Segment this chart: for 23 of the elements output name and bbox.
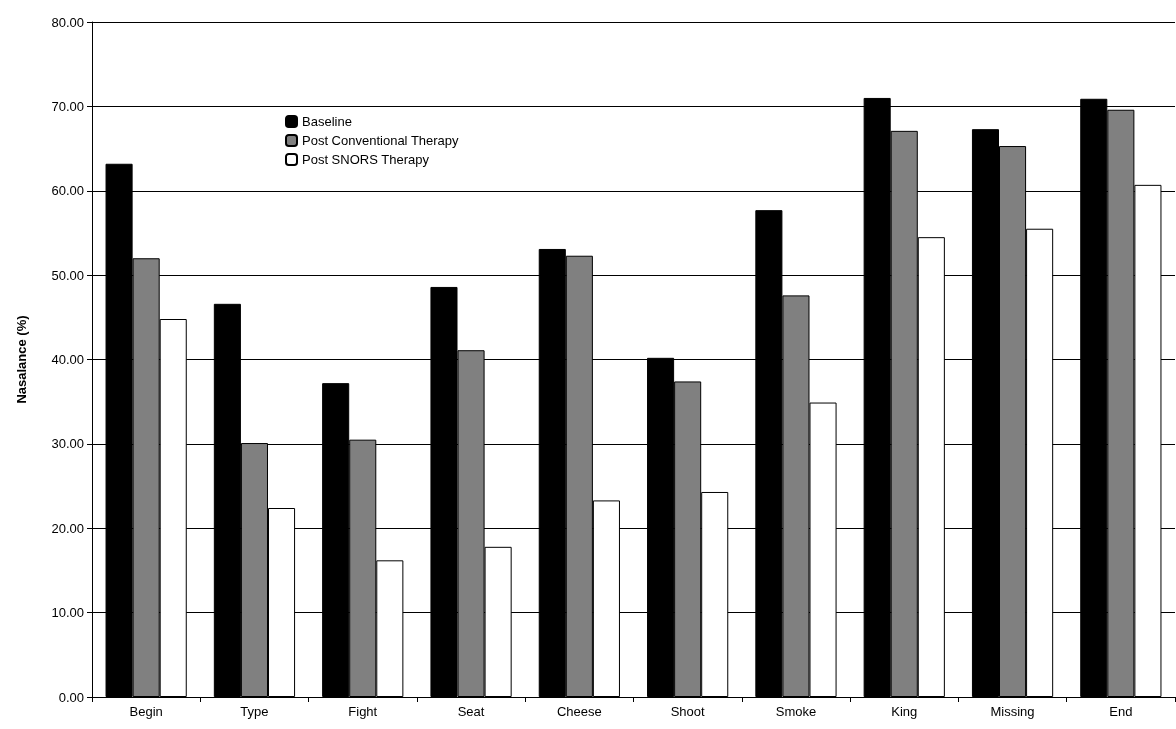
x-tick-label: Fight — [348, 704, 378, 719]
x-tick-label: Smoke — [775, 704, 817, 719]
legend-label: Baseline — [302, 114, 352, 129]
y-tick-label: 40.00 — [51, 352, 84, 367]
legend-label: Post Conventional Therapy — [302, 133, 460, 148]
y-tick-label: 60.00 — [51, 183, 84, 199]
y-axis-title: Nasalance (%) — [14, 315, 29, 404]
x-tick-label: King — [891, 704, 918, 719]
x-tick-label: End — [1109, 704, 1133, 719]
x-tick-label: Begin — [129, 704, 163, 719]
legend-label: Post SNORS Therapy — [302, 152, 430, 167]
y-tick-label: 70.00 — [51, 98, 84, 114]
y-tick-label: 0.00 — [58, 689, 84, 705]
x-tick-label: Cheese — [556, 704, 602, 719]
x-tick-label: Shoot — [670, 704, 706, 719]
x-tick-label: Missing — [990, 704, 1035, 719]
x-tick-label: Type — [240, 704, 269, 719]
y-tick-label: 20.00 — [51, 520, 84, 536]
x-tick-label: Seat — [457, 704, 485, 719]
y-tick-label: 50.00 — [51, 267, 84, 283]
y-tick-label: 30.00 — [51, 436, 84, 452]
y-tick-label: 80.00 — [51, 14, 84, 30]
y-tick-label: 10.00 — [51, 605, 84, 621]
